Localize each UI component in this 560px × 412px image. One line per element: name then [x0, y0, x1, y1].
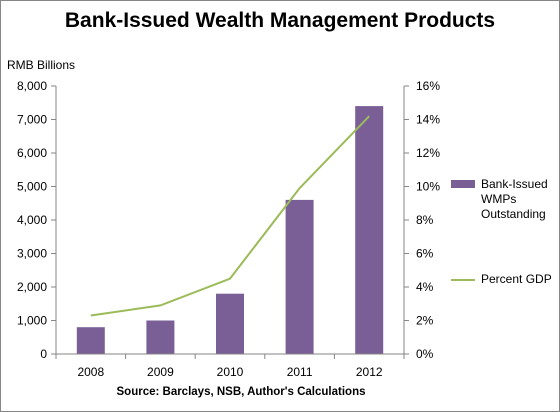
bar-2008: [76, 327, 105, 354]
source-note: Source: Barclays, NSB, Author's Calculat…: [116, 386, 366, 398]
x-tick-label-2009: 2009: [147, 365, 174, 379]
right-tick-label: 12%: [416, 146, 440, 160]
left-tick-label: 0: [40, 347, 47, 361]
x-tick-label-2012: 2012: [356, 365, 383, 379]
right-tick-label: 4%: [416, 280, 434, 294]
left-tick-label: 8,000: [17, 79, 47, 93]
bar-2011: [285, 199, 314, 354]
left-tick-label: 2,000: [17, 280, 47, 294]
legend-swatch-line: [451, 279, 475, 281]
right-tick-label: 8%: [416, 213, 434, 227]
left-tick-label: 6,000: [17, 146, 47, 160]
right-tick-label: 6%: [416, 247, 434, 261]
left-tick-label: 3,000: [17, 247, 47, 261]
right-tick-label: 14%: [416, 113, 440, 127]
right-tick-label: 2%: [416, 314, 434, 328]
left-tick-label: 5,000: [17, 180, 47, 194]
legend-swatch-bars: [451, 180, 475, 188]
right-tick-label: 10%: [416, 180, 440, 194]
bar-2009: [146, 320, 175, 354]
chart-title: Bank-Issued Wealth Management Products: [64, 9, 496, 32]
bar-2010: [216, 293, 244, 354]
right-tick-label: 0%: [416, 347, 434, 361]
legend-label-bars: Bank-Issued WMPs Outstanding: [481, 177, 548, 221]
x-tick-label-2010: 2010: [217, 365, 244, 379]
x-tick-label-2011: 2011: [287, 365, 313, 379]
x-tick-label-2008: 2008: [77, 365, 104, 379]
right-tick-label: 16%: [416, 79, 440, 93]
left-tick-label: 7,000: [17, 113, 47, 127]
left-tick-label: 1,000: [17, 314, 47, 328]
bar-2012: [355, 106, 384, 354]
left-axis-unit-label: RMB Billions: [7, 58, 76, 72]
left-tick-label: 4,000: [17, 213, 47, 227]
legend-label-line: Percent GDP: [481, 272, 552, 286]
percent-gdp-line: [90, 115, 370, 317]
